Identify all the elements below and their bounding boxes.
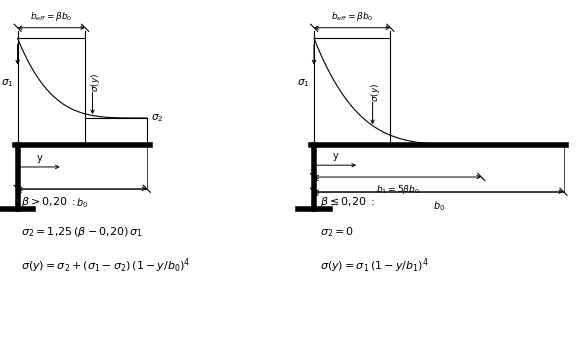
Text: $\sigma_2 = 1{,}25\,(\beta - 0{,}20)\,\sigma_1$: $\sigma_2 = 1{,}25\,(\beta - 0{,}20)\,\s…	[21, 225, 143, 239]
Text: $\sigma(y)$: $\sigma(y)$	[369, 83, 382, 102]
Text: $\sigma(y) = \sigma_2 + (\sigma_1 - \sigma_2)\,(1 - y/b_0)^4$: $\sigma(y) = \sigma_2 + (\sigma_1 - \sig…	[21, 256, 190, 275]
Text: $b_1=5\beta b_0$: $b_1=5\beta b_0$	[376, 183, 420, 196]
Text: $b_{eff}=\beta b_0$: $b_{eff}=\beta b_0$	[331, 10, 373, 23]
Text: $\sigma_2$: $\sigma_2$	[151, 112, 164, 124]
Text: $\sigma_1$: $\sigma_1$	[1, 77, 14, 88]
Text: $b_0$: $b_0$	[76, 196, 88, 210]
Text: y: y	[36, 153, 42, 163]
Text: $b_{eff}=\beta b_0$: $b_{eff}=\beta b_0$	[30, 10, 73, 23]
Text: y: y	[333, 151, 339, 161]
Text: $\sigma_1$: $\sigma_1$	[298, 77, 310, 88]
Text: $\sigma_2 = 0$: $\sigma_2 = 0$	[320, 225, 354, 239]
Text: $\sigma(y)$: $\sigma(y)$	[89, 73, 102, 92]
Text: $\sigma(y) = \sigma_1\,(1 - y/b_1)^4$: $\sigma(y) = \sigma_1\,(1 - y/b_1)^4$	[320, 256, 429, 275]
Text: $\beta \leq 0{,}20\,$ :: $\beta \leq 0{,}20\,$ :	[320, 195, 375, 209]
Text: $b_0$: $b_0$	[433, 199, 445, 213]
Text: $\beta > 0{,}20\,$ :: $\beta > 0{,}20\,$ :	[21, 195, 76, 209]
